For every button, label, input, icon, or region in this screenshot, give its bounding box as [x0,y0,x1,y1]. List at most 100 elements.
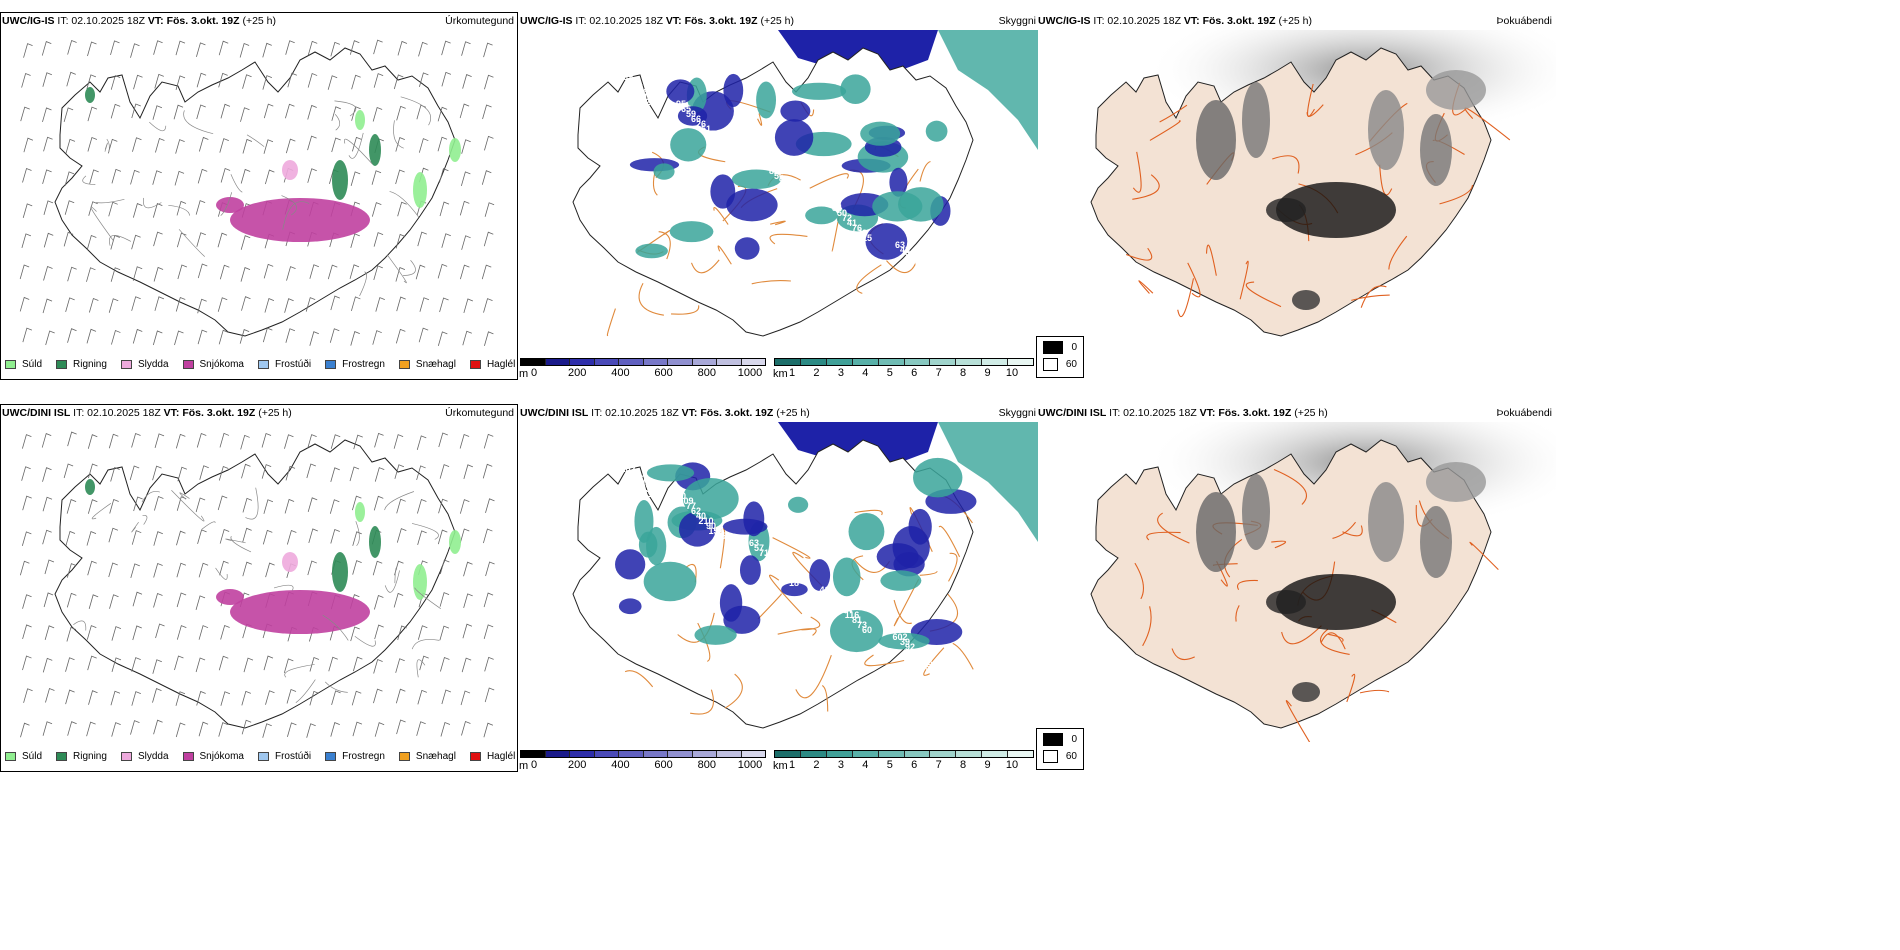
terrain-contour [215,567,228,580]
legend-swatch [398,752,410,761]
wind-barb [19,560,30,576]
wind-barb [63,231,74,247]
wind-barb [262,529,273,545]
wind-barb [220,103,231,119]
visibility-colorbar: km 1 2 3 4 5 6 7 8 9 10 [773,358,1034,380]
wind-barb [482,463,493,479]
wind-barb [130,720,140,735]
wind-barb [23,688,33,703]
cloud-area [653,163,675,180]
wind-barb [418,327,429,343]
precip-area [449,138,461,162]
wind-barb [110,466,120,482]
wind-barb [65,530,76,546]
wind-barb [395,137,405,152]
wind-barb [242,561,252,577]
wind-barb [441,689,452,705]
wind-barb [155,137,165,153]
iceland-coastline [54,439,456,729]
cloudbase-label: 202 [771,563,786,573]
wind-barb [108,298,119,313]
fog-swatch [1043,733,1064,746]
wind-barb [20,722,30,738]
road-line [893,578,920,627]
wind-barb [331,690,341,705]
fog-indicator-area [1426,462,1486,502]
cloudbase-label: 15 [862,233,872,243]
cloudbase-label: 105 [932,672,947,682]
road-line [1235,605,1240,622]
road-line [770,220,786,226]
wind-barb [285,138,296,154]
wind-barb [459,499,470,514]
road-line [1138,280,1154,294]
wind-barb [439,297,449,313]
fog-swatch [1043,358,1058,371]
wind-barb [41,433,52,448]
legend-item: Haglél [469,359,515,370]
wind-barb [397,40,408,56]
wind-barb [88,594,99,609]
terrain-contour [91,503,112,520]
wind-barb [198,721,209,737]
wind-barb [155,623,165,639]
fog-indicator-area [1276,574,1396,630]
legend-label: Haglél [486,751,516,762]
wind-barb [20,106,30,122]
terrain-contour [411,639,440,650]
wind-barb [287,72,297,88]
cloudbase-label: 90 [706,521,716,531]
colorbar-tick: 1000 [737,367,763,379]
cloudbase-label: 109 [625,469,640,479]
wind-barb [349,466,360,482]
cloud-area [774,119,814,156]
legend-swatch [56,360,68,369]
cloudbase-colorbar: m 0 200 400 600 800 1000 [519,750,766,772]
wind-barb [351,74,361,90]
wind-barb [153,266,164,282]
cloudbase-label: 76 [638,87,648,97]
cloudbase-label: 16 [643,92,653,102]
road-line [606,308,616,337]
legend-item: Slydda [120,359,169,370]
terrain-contour [384,491,415,511]
wind-barb [218,329,229,345]
wind-barb [108,433,119,449]
wind-barb [220,691,231,706]
fog-swatch [1043,750,1058,763]
wind-barb [110,103,121,119]
road-line [1159,104,1188,123]
cloud-area [726,188,778,222]
wind-barb [485,498,495,513]
wind-barb [284,434,294,449]
terrain-contour [411,523,439,540]
precip-area [369,134,381,166]
cloud-area [889,167,908,197]
road-line [919,571,938,576]
wind-barb [88,690,98,705]
wind-barb [417,625,428,640]
cloud-area [723,73,744,108]
legend-item: Rigning [56,751,107,762]
fog-indicator-area [1426,70,1486,110]
cloud-area [925,120,948,142]
colorbar-tick: 400 [611,367,630,379]
legend-swatch [469,752,481,761]
cloudbase-label: 90 [676,491,686,501]
wind-barb [350,171,361,187]
wind-barb [176,530,186,546]
wind-barb [43,232,54,248]
colorbar-tick: 600 [654,759,673,771]
lowvis-sea [938,422,1038,542]
cloud-area [694,625,737,645]
road-line [772,537,811,559]
wind-barb [307,434,317,449]
cloud-area [739,555,761,585]
terrain-contour [96,198,125,204]
wind-barb [110,75,121,90]
road-line [690,259,720,274]
wind-barb [396,719,406,735]
cloud-area [780,100,811,122]
wind-barb [65,138,76,154]
cloud-panel-top: UWC/IG-IS IT: 02.10.2025 18Z VT: Fös. 3.… [518,12,1038,380]
